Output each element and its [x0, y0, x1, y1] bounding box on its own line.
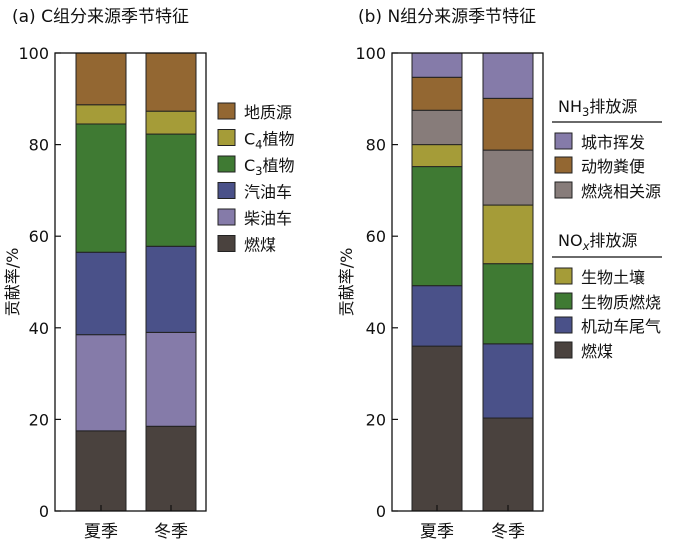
legend-label: C4植物: [244, 130, 295, 152]
y-tick-label: 40: [29, 319, 49, 338]
bar-segment: [75, 104, 127, 125]
legend-label: C3植物: [244, 156, 295, 178]
y-tick-label: 60: [366, 227, 386, 246]
bar-segment: [411, 109, 463, 146]
legend-swatch: [554, 316, 573, 334]
legend-swatch: [217, 208, 236, 226]
bar-segment: [482, 343, 534, 419]
bar-segment: [411, 345, 463, 512]
bar-segment: [75, 334, 127, 432]
legend-group-header: NH3排放源: [558, 97, 637, 119]
x-tick-label: 夏季: [420, 522, 454, 542]
legend-label: 地质源: [244, 103, 292, 122]
bar-segment: [411, 144, 463, 168]
plot-frame: [391, 52, 544, 512]
legend-swatch: [554, 156, 573, 174]
legend-label: 柴油车: [244, 209, 292, 228]
bar-segment: [482, 204, 534, 265]
legend-label: 生物土壤: [581, 268, 645, 287]
legend-group-header: NOx排放源: [558, 231, 637, 253]
x-tick-label: 夏季: [84, 522, 118, 542]
bar-segment: [145, 245, 197, 333]
bar-segment: [145, 52, 197, 112]
legend-swatch: [554, 132, 573, 150]
legend-swatch: [554, 292, 573, 310]
chart-title: (a) C组分来源季节特征: [12, 7, 189, 27]
y-tick-label: 80: [29, 136, 49, 155]
y-tick-label: 100: [18, 44, 49, 63]
y-tick-label: 20: [366, 410, 386, 429]
bar-segment: [482, 97, 534, 151]
y-axis-label: 贡献率/%: [3, 248, 22, 317]
bar-segment: [482, 263, 534, 345]
legend-label: 汽油车: [244, 183, 292, 202]
legend-label: 机动车尾气: [581, 317, 661, 336]
bar-segment: [75, 123, 127, 253]
bar-segment: [145, 425, 197, 512]
plot-frame: [54, 52, 207, 512]
bar-segment: [411, 285, 463, 347]
y-tick-label: 80: [366, 136, 386, 155]
legend-swatch: [217, 129, 236, 146]
legend-swatch: [217, 155, 236, 173]
legend-swatch: [217, 102, 236, 120]
chart-title: (b) N组分来源季节特征: [358, 7, 536, 27]
bar-segment: [482, 417, 534, 512]
y-tick-label: 100: [355, 44, 386, 63]
x-tick-label: 冬季: [154, 522, 188, 542]
legend-swatch: [554, 267, 573, 285]
legend-label: 燃煤: [581, 342, 613, 361]
y-tick-label: 0: [376, 502, 386, 521]
legend-swatch: [554, 181, 573, 199]
y-tick-label: 0: [39, 502, 49, 521]
bar-segment: [411, 166, 463, 287]
y-tick-label: 60: [29, 227, 49, 246]
bar-segment: [411, 52, 463, 78]
legend-label: 燃煤: [244, 236, 276, 255]
legend-swatch: [217, 235, 236, 252]
legend-label: 动物粪便: [581, 157, 645, 176]
bar-segment: [75, 52, 127, 106]
bar-segment: [145, 331, 197, 427]
legend-label: 燃烧相关源: [581, 182, 661, 201]
legend-label: 生物质燃烧: [581, 293, 661, 312]
y-tick-label: 40: [366, 319, 386, 338]
y-axis-label: 贡献率/%: [337, 248, 356, 317]
x-tick-label: 冬季: [491, 522, 525, 542]
legend-swatch: [554, 341, 573, 359]
bar-segment: [145, 133, 197, 247]
legend-label: 城市挥发: [581, 133, 645, 152]
legend-swatch: [217, 182, 236, 199]
bar-segment: [145, 110, 197, 135]
bar-segment: [482, 149, 534, 206]
bar-segment: [75, 430, 127, 512]
bar-segment: [411, 76, 463, 111]
bar-segment: [75, 251, 127, 336]
y-tick-label: 20: [29, 410, 49, 429]
bar-segment: [482, 52, 534, 99]
